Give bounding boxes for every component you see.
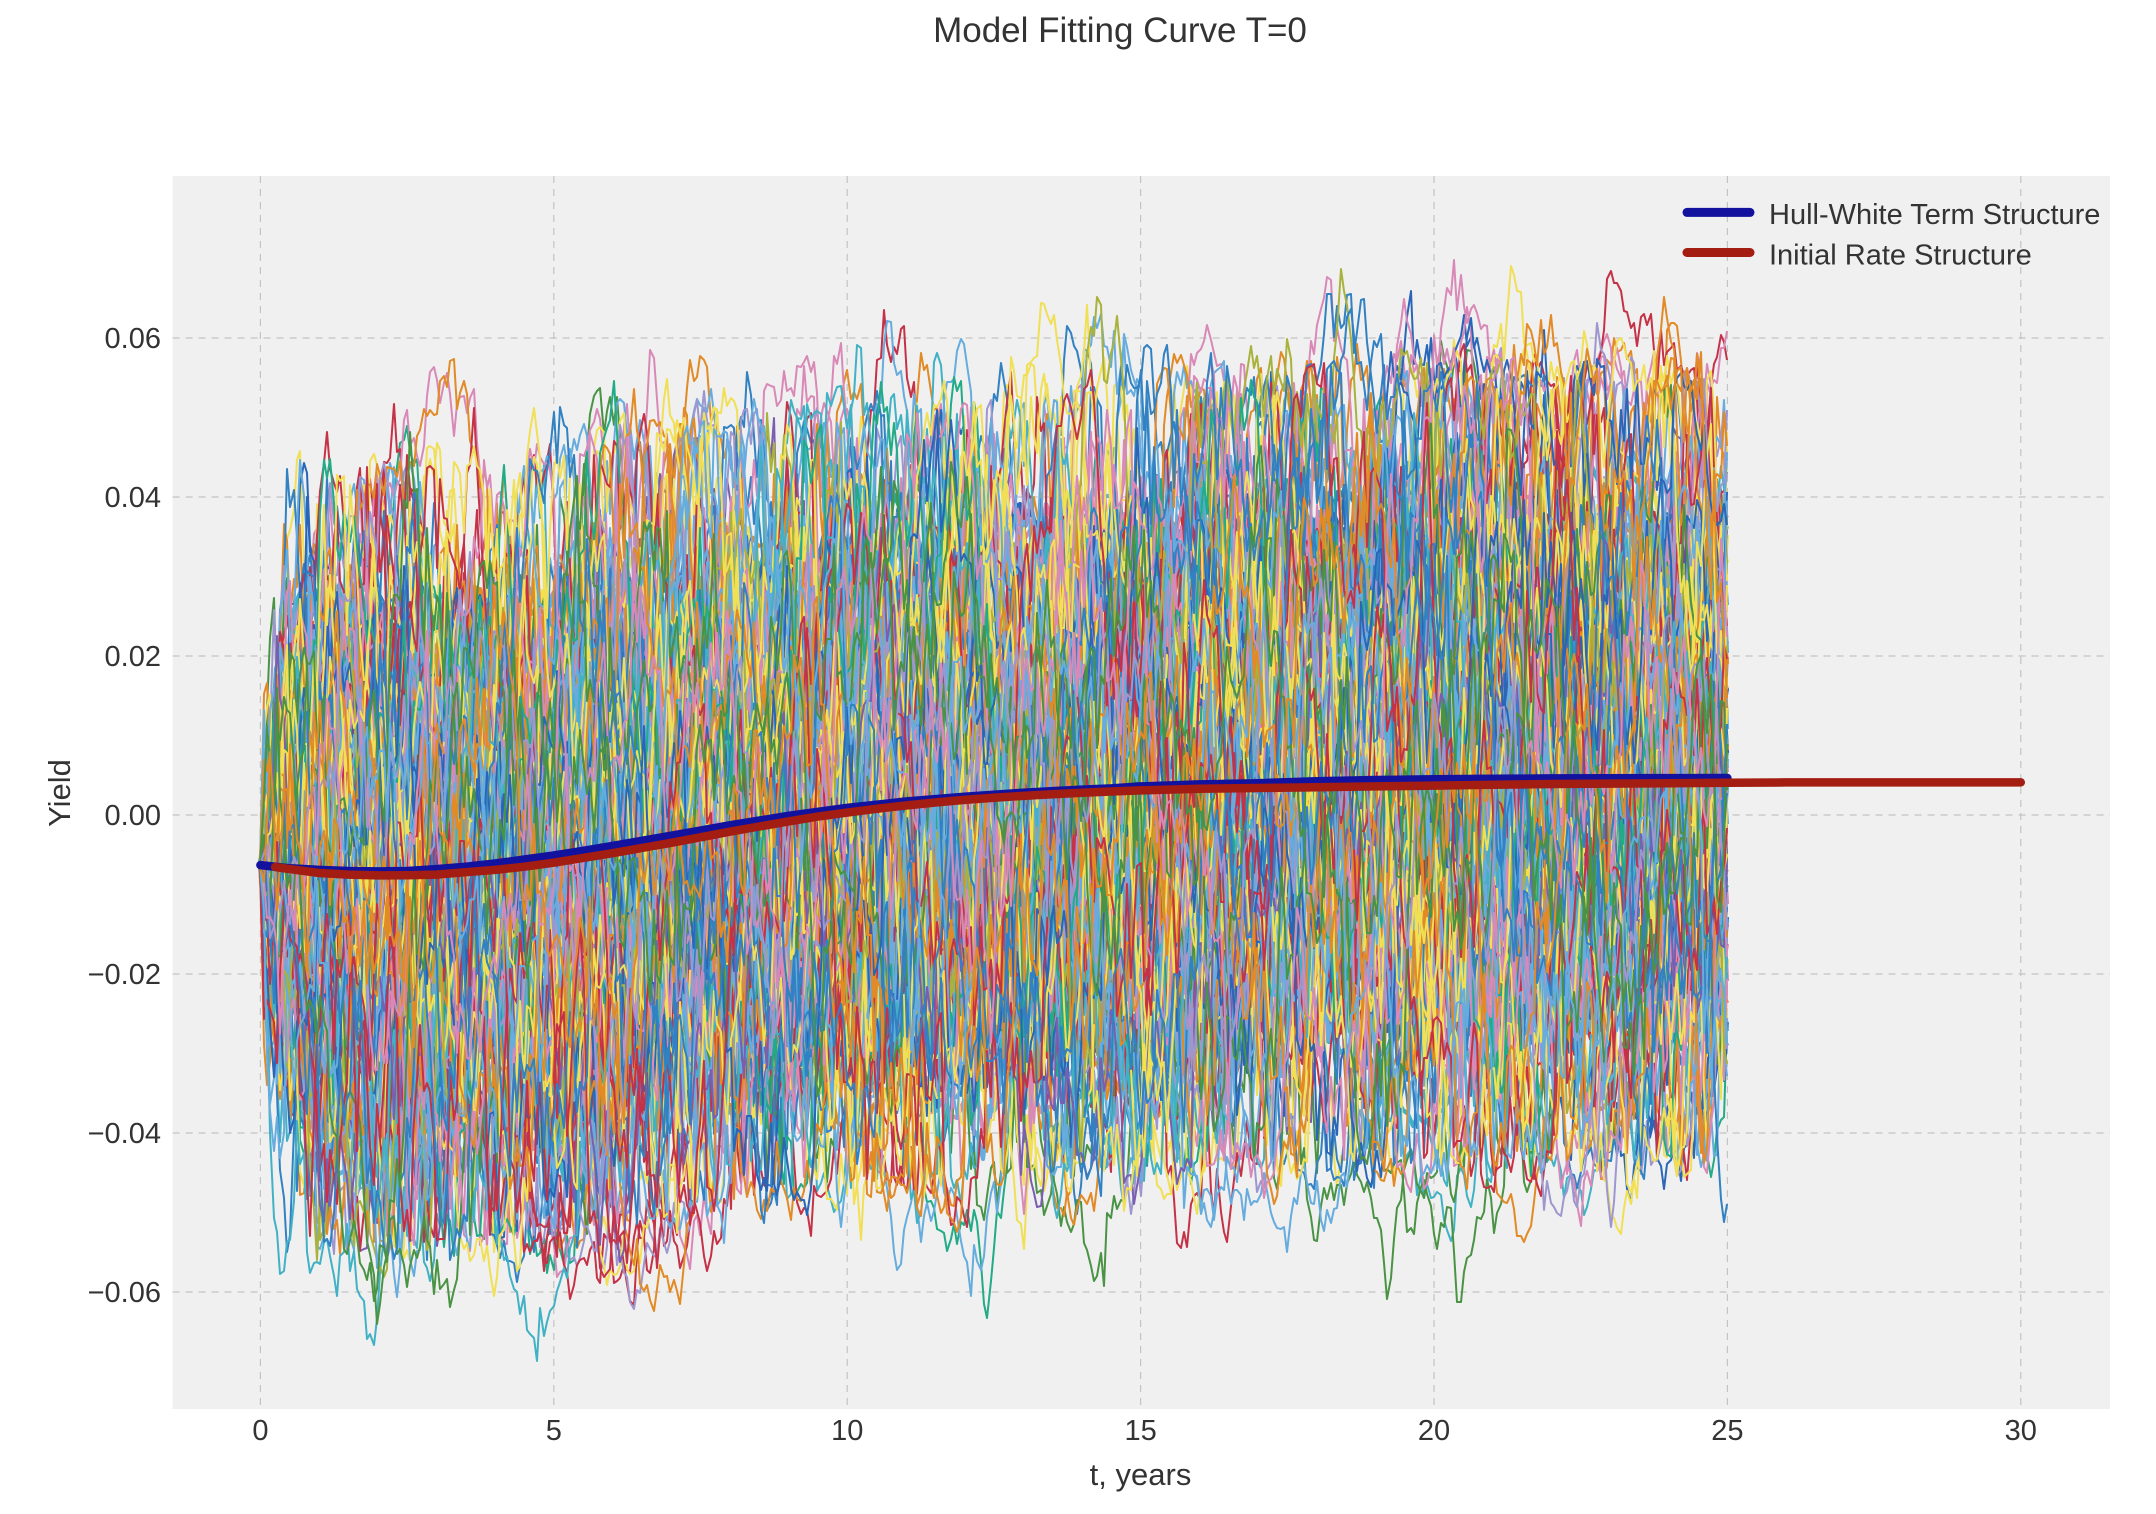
svg-text:0.06: 0.06 bbox=[105, 323, 161, 355]
svg-text:5: 5 bbox=[546, 1415, 562, 1447]
svg-text:0.02: 0.02 bbox=[105, 641, 161, 673]
svg-text:−0.06: −0.06 bbox=[88, 1277, 161, 1309]
svg-text:−0.04: −0.04 bbox=[88, 1118, 161, 1150]
svg-text:30: 30 bbox=[2005, 1415, 2037, 1447]
svg-text:10: 10 bbox=[831, 1415, 863, 1447]
svg-text:0: 0 bbox=[252, 1415, 268, 1447]
svg-text:t, years: t, years bbox=[1090, 1457, 1192, 1492]
svg-text:0.04: 0.04 bbox=[105, 482, 161, 514]
svg-text:Hull-White Term Structure: Hull-White Term Structure bbox=[1769, 199, 2100, 231]
svg-text:Yield: Yield bbox=[42, 759, 77, 827]
svg-text:Model Fitting Curve T=0: Model Fitting Curve T=0 bbox=[933, 11, 1307, 50]
svg-text:20: 20 bbox=[1418, 1415, 1450, 1447]
svg-text:25: 25 bbox=[1711, 1415, 1743, 1447]
svg-text:0.00: 0.00 bbox=[105, 800, 161, 832]
svg-text:−0.02: −0.02 bbox=[88, 959, 161, 991]
svg-text:Initial Rate Structure: Initial Rate Structure bbox=[1769, 239, 2032, 271]
svg-text:15: 15 bbox=[1124, 1415, 1156, 1447]
